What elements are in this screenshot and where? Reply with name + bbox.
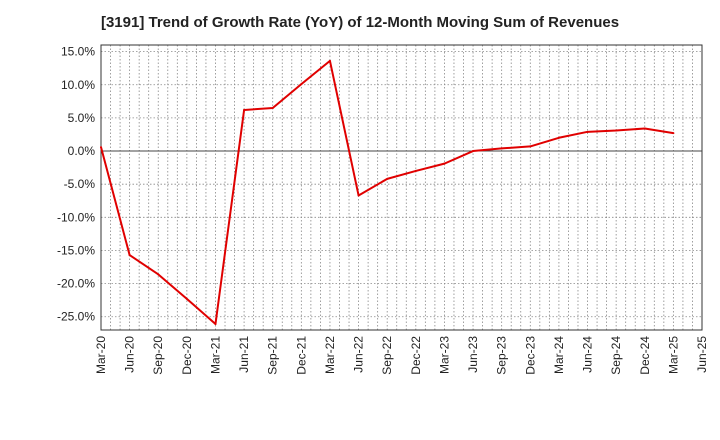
x-tick-label: Mar-22 xyxy=(323,336,337,374)
x-tick-label: Jun-25 xyxy=(695,336,709,373)
y-tick-label: -20.0% xyxy=(57,277,95,291)
x-tick-label: Dec-22 xyxy=(409,336,423,375)
x-tick-label: Mar-23 xyxy=(437,336,451,374)
y-tick-label: -10.0% xyxy=(57,210,95,224)
data-point xyxy=(500,147,503,150)
data-point xyxy=(643,127,646,130)
data-point xyxy=(100,146,102,149)
data-point xyxy=(443,162,446,165)
y-tick-label: 5.0% xyxy=(68,111,96,125)
data-point xyxy=(357,194,360,197)
y-tick-label: -15.0% xyxy=(57,243,95,257)
x-tick-label: Sep-23 xyxy=(495,336,509,375)
x-tick-label: Mar-21 xyxy=(208,336,222,374)
x-tick-label: Dec-21 xyxy=(294,336,308,375)
x-tick-label: Sep-22 xyxy=(380,336,394,375)
data-point xyxy=(271,106,274,109)
chart-title: [3191] Trend of Growth Rate (YoY) of 12-… xyxy=(100,14,620,31)
y-tick-label: 15.0% xyxy=(61,45,95,59)
y-tick-label: -25.0% xyxy=(57,310,95,324)
data-point xyxy=(328,59,331,62)
data-point xyxy=(300,83,303,86)
plot-frame xyxy=(100,44,703,331)
axis-layer xyxy=(100,44,703,331)
x-tick-label: Mar-20 xyxy=(94,336,108,374)
data-point xyxy=(529,145,532,148)
x-tick-label: Sep-21 xyxy=(266,336,280,375)
data-point xyxy=(128,254,131,257)
data-point xyxy=(586,130,589,133)
x-tick-label: Dec-23 xyxy=(523,336,537,375)
x-tick-label: Mar-24 xyxy=(552,336,566,374)
series-layer xyxy=(100,59,675,326)
x-tick-label: Dec-20 xyxy=(180,336,194,375)
data-point xyxy=(157,273,160,276)
data-point xyxy=(472,150,475,153)
y-tick-label: 10.0% xyxy=(61,78,95,92)
x-tick-label: Jun-21 xyxy=(237,336,251,373)
x-tick-label: Sep-20 xyxy=(151,336,165,375)
data-point xyxy=(414,169,417,172)
y-tick-label: -5.0% xyxy=(64,177,96,191)
y-tick-label: 0.0% xyxy=(68,144,96,158)
x-tick-label: Jun-22 xyxy=(352,336,366,373)
grid-layer xyxy=(101,45,702,330)
data-point xyxy=(386,177,389,180)
data-point xyxy=(615,129,618,132)
data-point xyxy=(185,297,188,300)
x-tick-label: Jun-20 xyxy=(123,336,137,373)
data-point xyxy=(243,108,246,111)
data-point xyxy=(557,136,560,139)
x-tick-labels: Mar-20 Jun-20 Sep-20 Dec-20 Mar-21 Jun-21 Sep-… xyxy=(94,336,709,375)
x-tick-label: Sep-24 xyxy=(609,336,623,375)
x-tick-label: Mar-25 xyxy=(666,336,680,374)
x-tick-label: Dec-24 xyxy=(638,336,652,375)
y-tick-labels: 15.0% 10.0% 5.0% 0.0% -5.0% -10.0% -15.0% -20.0… xyxy=(57,45,95,324)
data-point xyxy=(672,132,675,135)
data-point xyxy=(214,323,217,326)
x-tick-label: Jun-23 xyxy=(466,336,480,373)
x-tick-label: Jun-24 xyxy=(581,336,595,373)
